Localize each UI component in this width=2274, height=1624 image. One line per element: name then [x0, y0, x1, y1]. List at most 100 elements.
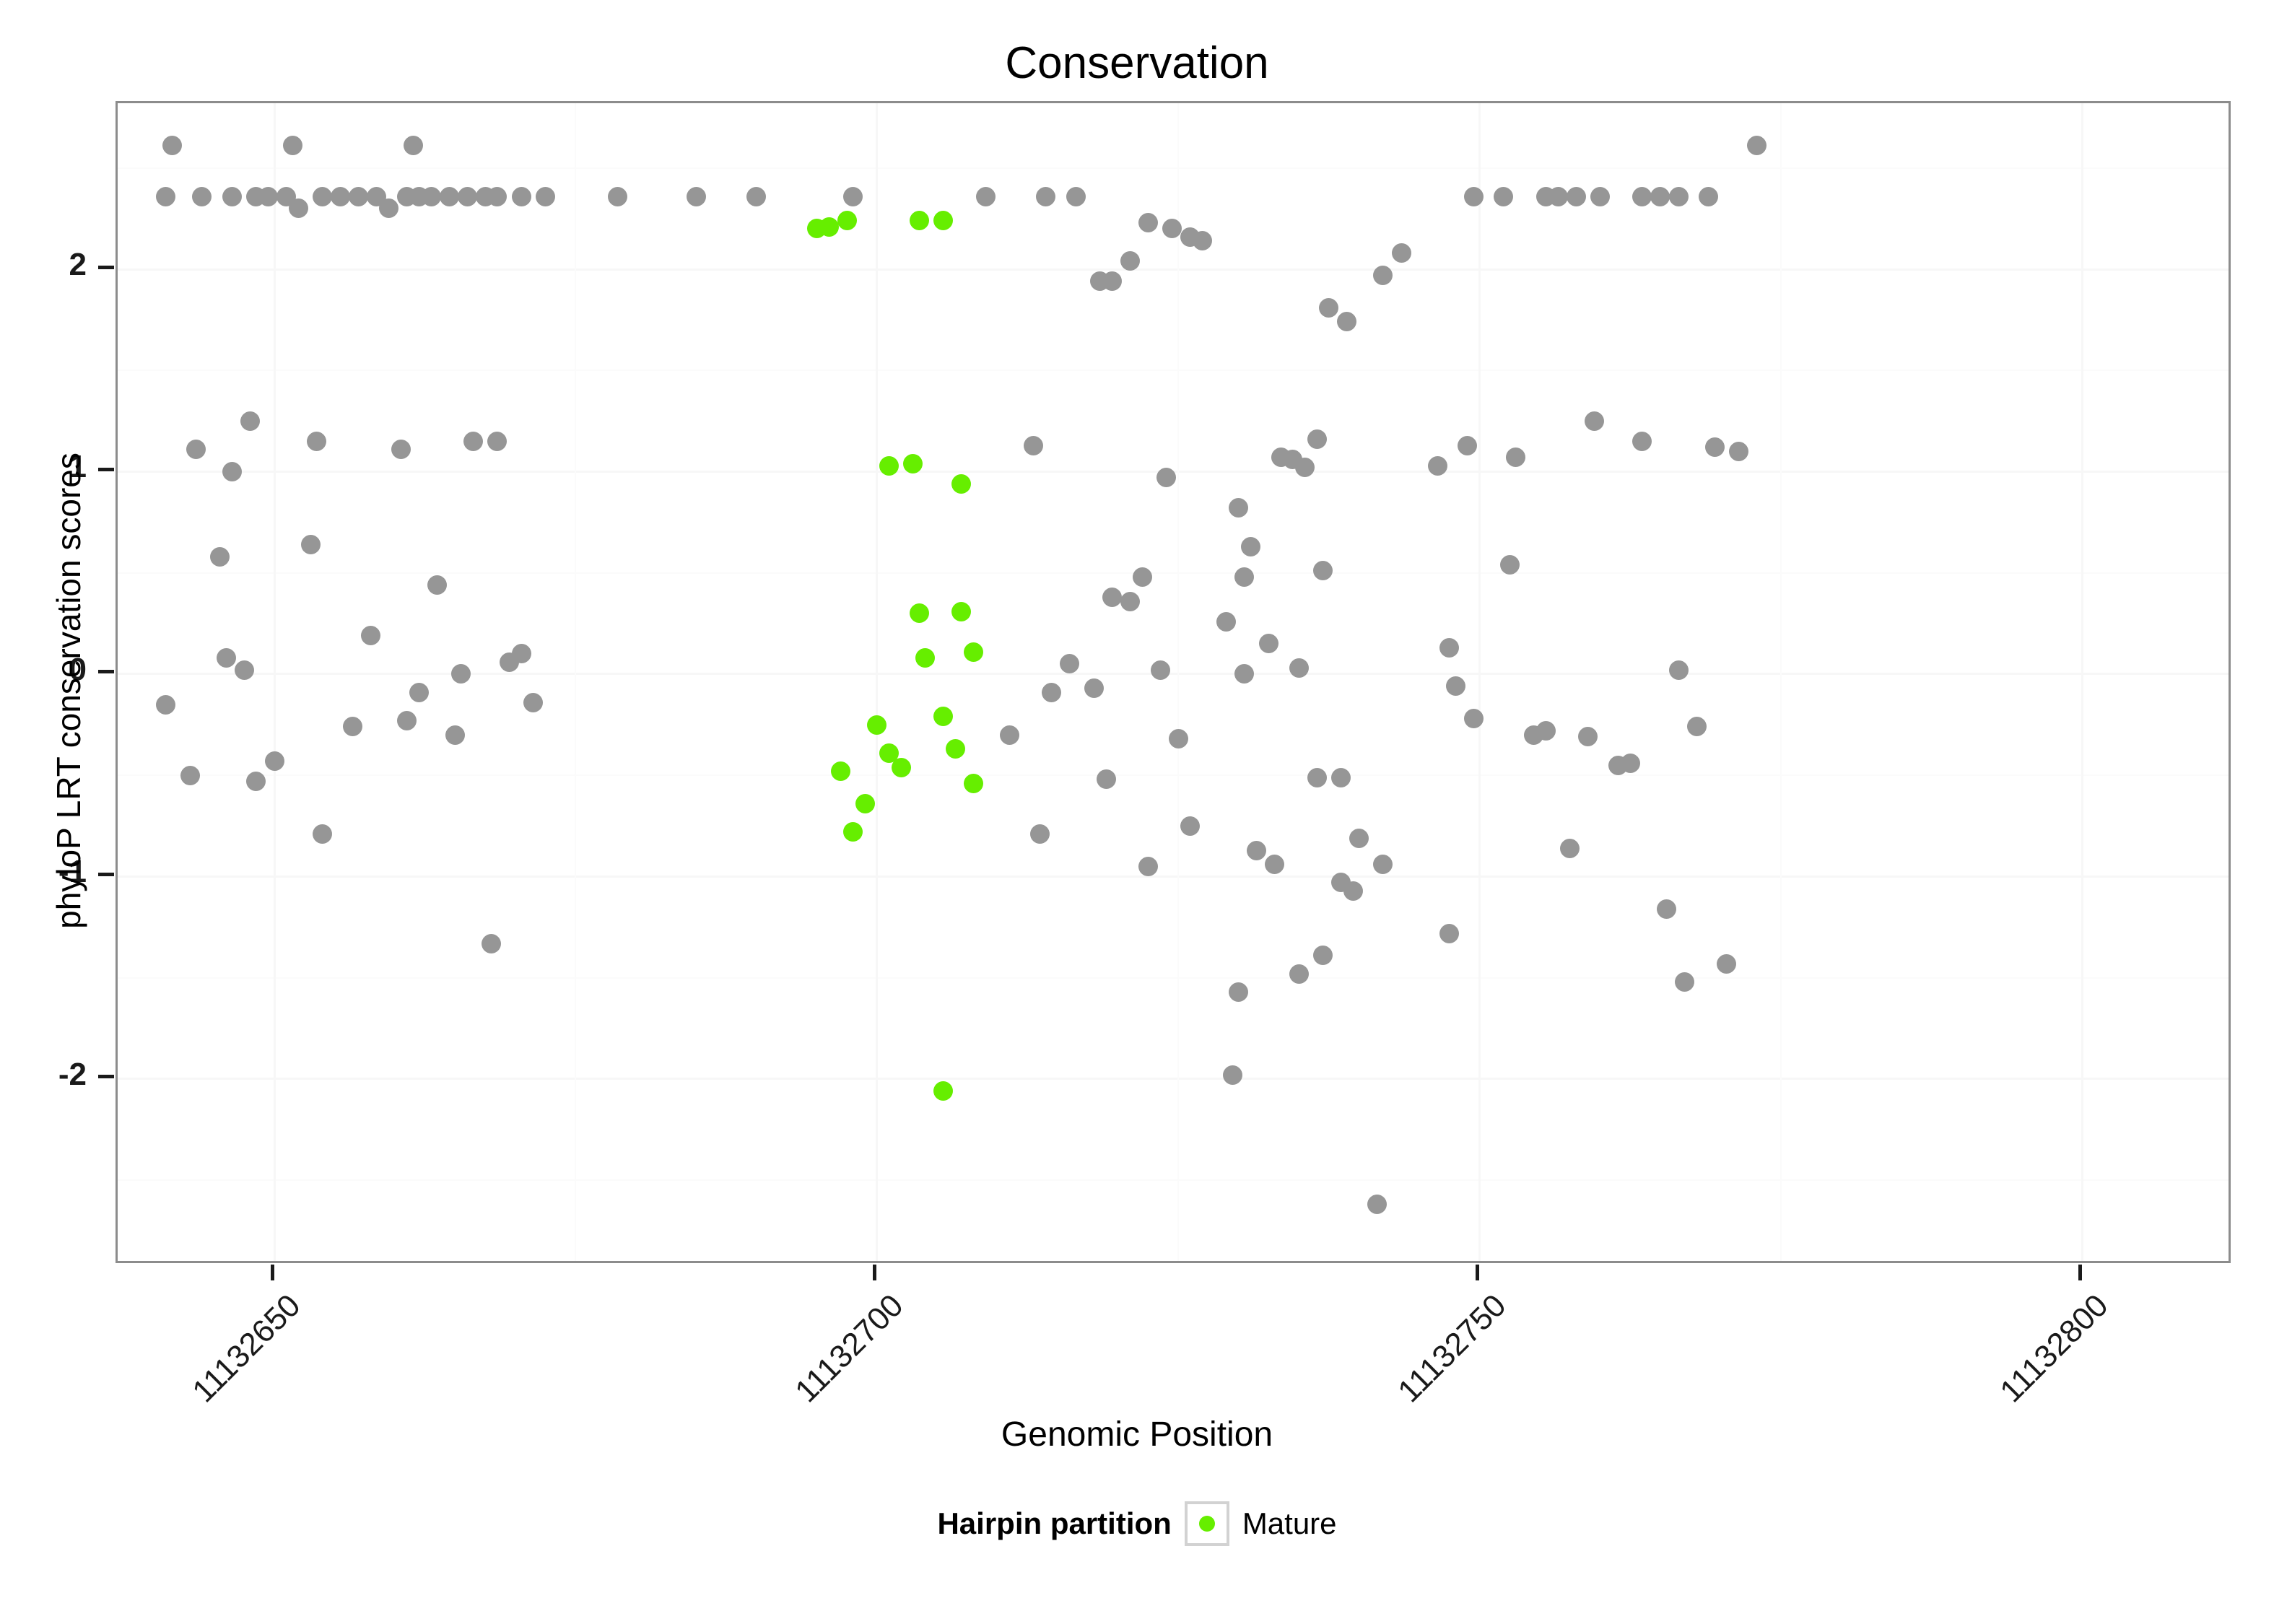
y-tick-mark [98, 1075, 114, 1079]
data-point-other [439, 186, 459, 206]
data-point-other [1234, 664, 1255, 684]
data-point-other [1036, 186, 1056, 206]
data-point-other [511, 186, 531, 206]
data-point-other [409, 682, 429, 702]
data-point-other [523, 692, 544, 712]
data-point-other [1029, 824, 1050, 844]
data-point-other [1632, 431, 1652, 451]
data-point-other [1138, 212, 1158, 232]
data-point-other [234, 660, 254, 680]
data-point-other [1506, 448, 1526, 468]
data-point-mature [819, 217, 839, 237]
data-point-other [331, 186, 351, 206]
data-point-mature [837, 211, 857, 231]
data-point-other [1307, 767, 1327, 787]
x-tick-mark [873, 1265, 877, 1280]
data-point-other [1156, 468, 1176, 488]
data-point-other [1373, 265, 1393, 285]
data-point-other [1132, 567, 1152, 587]
data-point-other [1367, 1195, 1388, 1215]
y-tick-mark [98, 467, 114, 471]
data-point-other [246, 772, 266, 792]
data-point-mature [867, 715, 887, 735]
y-tick-label: 1 [69, 449, 87, 485]
data-point-mature [915, 648, 936, 668]
data-point-other [445, 725, 465, 745]
data-point-mature [909, 211, 929, 231]
data-point-other [282, 136, 302, 156]
data-point-other [1180, 816, 1201, 836]
data-point-other [186, 440, 206, 460]
data-point-other [1463, 709, 1484, 729]
data-point-other [1578, 727, 1598, 747]
data-point-other [216, 648, 236, 668]
y-tick-mark [98, 670, 114, 674]
data-point-mature [933, 211, 954, 231]
data-point-other [391, 440, 411, 460]
data-point-other [1289, 964, 1309, 984]
data-point-other [1229, 982, 1249, 1002]
data-point-mature [951, 601, 972, 621]
data-point-other [1427, 455, 1447, 476]
data-point-other [306, 431, 326, 451]
page-title: Conservation [1005, 38, 1269, 88]
data-point-other [1313, 946, 1333, 966]
data-point-other [1686, 717, 1707, 737]
data-point-other [536, 186, 556, 206]
data-point-other [975, 186, 996, 206]
y-tick-label: 2 [69, 247, 87, 282]
data-point-mature [879, 455, 899, 476]
data-point-other [1307, 429, 1327, 450]
data-point-other [343, 717, 363, 737]
v-gridline-minor [1779, 103, 1782, 1261]
legend-key-mature[interactable] [1184, 1501, 1229, 1546]
x-tick-mark [2078, 1265, 2082, 1280]
legend-label-mature: Mature [1242, 1506, 1337, 1540]
data-point-other [1294, 458, 1315, 478]
y-tick-label: 0 [69, 651, 87, 687]
data-point-other [1193, 231, 1213, 251]
data-point-other [1535, 721, 1556, 741]
plot-panel [116, 101, 2231, 1263]
data-point-other [403, 136, 423, 156]
data-point-other [313, 824, 333, 844]
data-point-other [1674, 972, 1694, 992]
data-point-other [180, 765, 200, 785]
data-point-other [349, 186, 369, 206]
data-point-mature [909, 603, 929, 624]
data-point-other [1560, 838, 1580, 858]
data-point-mature [933, 707, 954, 727]
data-point-other [1439, 638, 1460, 658]
data-point-other [1445, 676, 1465, 697]
y-tick-mark [98, 872, 114, 876]
data-point-other [1391, 243, 1411, 263]
x-tick-mark [1476, 1265, 1480, 1280]
data-point-other [1096, 769, 1116, 790]
data-point-other [463, 431, 483, 451]
data-point-other [300, 534, 321, 554]
y-tick-label: -1 [58, 854, 87, 890]
data-point-other [192, 186, 212, 206]
data-point-other [1234, 567, 1255, 587]
data-point-other [222, 186, 243, 206]
data-point-other [258, 186, 279, 206]
data-point-other [1632, 186, 1652, 206]
data-point-other [1084, 678, 1104, 699]
data-point-other [1102, 587, 1122, 607]
h-gridline-minor [118, 774, 2229, 777]
data-point-other [1349, 828, 1369, 848]
data-point-other [482, 933, 502, 953]
data-point-other [1150, 660, 1170, 680]
data-point-mature [951, 473, 972, 494]
h-gridline [118, 268, 2229, 271]
v-gridline [2081, 103, 2083, 1261]
data-point-other [457, 186, 477, 206]
data-point-other [1343, 881, 1363, 901]
legend-title: Hairpin partition [937, 1506, 1172, 1540]
data-point-other [686, 186, 706, 206]
data-point-other [264, 751, 284, 772]
h-gridline [118, 673, 2229, 676]
data-point-other [1265, 855, 1285, 875]
data-point-other [1584, 411, 1604, 431]
data-point-other [1668, 186, 1689, 206]
